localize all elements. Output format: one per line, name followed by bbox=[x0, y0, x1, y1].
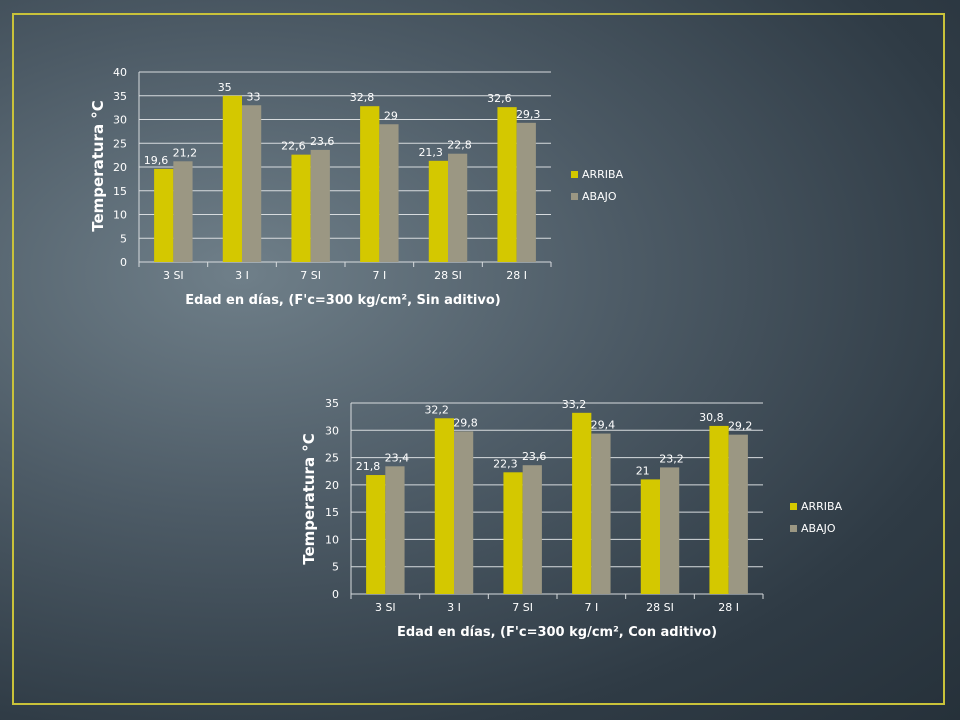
y-tick-label: 5 bbox=[120, 232, 127, 245]
data-label: 30,8 bbox=[699, 411, 724, 424]
bar-arriba bbox=[503, 472, 523, 594]
y-axis-title: Temperatura °C bbox=[300, 433, 318, 565]
bar-arriba bbox=[428, 160, 448, 262]
data-label: 21,2 bbox=[173, 146, 198, 159]
bar-abajo bbox=[310, 149, 330, 262]
x-tick-label: 7 I bbox=[584, 601, 598, 614]
y-tick-label: 20 bbox=[113, 161, 127, 174]
bar-abajo bbox=[454, 431, 474, 594]
data-label: 21 bbox=[636, 464, 650, 477]
x-tick-label: 3 I bbox=[447, 601, 461, 614]
bar-arriba bbox=[640, 479, 660, 594]
data-label: 19,6 bbox=[144, 154, 169, 167]
legend-swatch bbox=[790, 525, 797, 532]
legend-entry: ABAJO bbox=[801, 522, 836, 535]
bar-abajo bbox=[728, 434, 748, 594]
data-label: 29 bbox=[384, 109, 398, 122]
y-tick-label: 25 bbox=[113, 137, 127, 150]
legend-swatch bbox=[571, 171, 578, 178]
bar-arriba bbox=[222, 95, 242, 262]
y-tick-label: 10 bbox=[113, 209, 127, 222]
bar-abajo bbox=[516, 122, 536, 262]
slide-frame bbox=[12, 13, 945, 705]
x-tick-label: 7 SI bbox=[300, 269, 321, 282]
x-tick-label: 7 I bbox=[372, 269, 386, 282]
data-label: 22,6 bbox=[281, 140, 306, 153]
x-tick-label: 7 SI bbox=[512, 601, 533, 614]
data-label: 23,6 bbox=[310, 135, 335, 148]
bar-arriba bbox=[434, 418, 454, 594]
bar-arriba bbox=[572, 412, 592, 594]
data-label: 23,4 bbox=[385, 451, 410, 464]
x-tick-label: 28 I bbox=[718, 601, 739, 614]
data-label: 33 bbox=[247, 90, 261, 103]
legend-swatch bbox=[790, 503, 797, 510]
data-label: 23,2 bbox=[659, 452, 684, 465]
chart-sin-aditivo: Temperatura °C Edad en días, (F'c=300 kg… bbox=[89, 66, 624, 308]
y-tick-label: 40 bbox=[113, 66, 127, 79]
y-tick-label: 30 bbox=[325, 424, 339, 437]
bar-abajo bbox=[379, 124, 399, 262]
data-label: 32,8 bbox=[350, 91, 375, 104]
legend-swatch bbox=[571, 193, 578, 200]
y-tick-label: 15 bbox=[325, 506, 339, 519]
data-label: 21,8 bbox=[356, 460, 381, 473]
chart-con-aditivo: Temperatura °C Edad en días, (F'c=300 kg… bbox=[300, 397, 843, 640]
bar-arriba bbox=[366, 475, 386, 594]
y-tick-label: 20 bbox=[325, 479, 339, 492]
bar-abajo bbox=[522, 465, 542, 594]
y-tick-label: 5 bbox=[332, 561, 339, 574]
x-axis-title: Edad en días, (F'c=300 kg/cm², Sin aditi… bbox=[185, 293, 500, 308]
bar-abajo bbox=[660, 467, 680, 594]
data-label: 29,8 bbox=[453, 416, 478, 429]
bar-arriba bbox=[154, 168, 174, 262]
bar-arriba bbox=[291, 154, 311, 262]
y-tick-label: 0 bbox=[332, 588, 339, 601]
y-tick-label: 35 bbox=[113, 90, 127, 103]
bar-abajo bbox=[385, 466, 405, 594]
legend-entry: ABAJO bbox=[582, 190, 617, 203]
y-tick-label: 0 bbox=[120, 256, 127, 269]
data-label: 35 bbox=[218, 81, 232, 94]
data-label: 29,4 bbox=[591, 419, 616, 432]
bar-abajo bbox=[242, 105, 262, 262]
data-label: 33,2 bbox=[562, 398, 587, 411]
data-label: 23,6 bbox=[522, 450, 547, 463]
bar-abajo bbox=[448, 153, 468, 262]
bar-abajo bbox=[173, 161, 193, 262]
bar-arriba bbox=[497, 107, 517, 263]
x-tick-label: 3 SI bbox=[163, 269, 184, 282]
bar-arriba bbox=[709, 425, 729, 594]
y-tick-label: 25 bbox=[325, 452, 339, 465]
data-label: 22,8 bbox=[447, 139, 472, 152]
data-label: 29,2 bbox=[728, 420, 753, 433]
y-tick-label: 10 bbox=[325, 533, 339, 546]
data-label: 32,2 bbox=[424, 403, 449, 416]
x-tick-label: 28 I bbox=[506, 269, 527, 282]
x-axis-title: Edad en días, (F'c=300 kg/cm², Con aditi… bbox=[397, 625, 717, 640]
x-tick-label: 3 SI bbox=[375, 601, 396, 614]
legend-entry: ARRIBA bbox=[582, 168, 624, 181]
y-axis-title: Temperatura °C bbox=[89, 100, 107, 232]
bar-arriba bbox=[360, 106, 380, 262]
legend-entry: ARRIBA bbox=[801, 500, 843, 513]
data-label: 21,3 bbox=[418, 146, 443, 159]
x-tick-label: 3 I bbox=[235, 269, 249, 282]
data-label: 22,3 bbox=[493, 457, 518, 470]
y-tick-label: 15 bbox=[113, 185, 127, 198]
y-tick-label: 30 bbox=[113, 114, 127, 127]
y-tick-label: 35 bbox=[325, 397, 339, 410]
x-tick-label: 28 SI bbox=[434, 269, 462, 282]
data-label: 29,3 bbox=[516, 108, 541, 121]
bar-abajo bbox=[591, 433, 611, 594]
x-tick-label: 28 SI bbox=[646, 601, 674, 614]
data-label: 32,6 bbox=[487, 92, 512, 105]
